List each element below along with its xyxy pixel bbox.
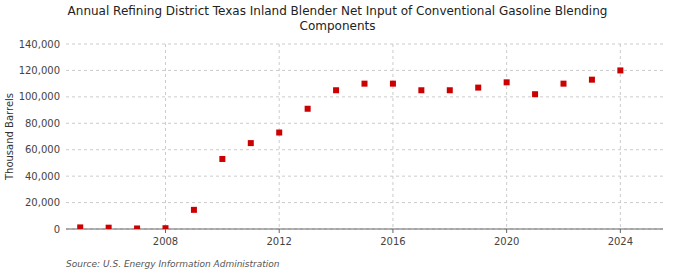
y-axis-label: Thousand Barrels	[4, 93, 15, 181]
y-tick-label: 60,000	[25, 144, 60, 155]
title: Annual Refining District Texas Inland Bl…	[68, 4, 608, 33]
x-tick-label: 2020	[494, 236, 519, 247]
title-line: Components	[300, 19, 376, 33]
x-tick	[506, 229, 507, 233]
y-grid-line	[66, 202, 663, 203]
y-tick-label: 140,000	[19, 39, 60, 50]
y-tick-label: 20,000	[25, 197, 60, 208]
y-tick-label: 120,000	[19, 65, 60, 76]
y-grid-line	[66, 176, 663, 177]
y-grid-line	[66, 96, 663, 97]
point	[418, 87, 424, 93]
point	[447, 87, 453, 93]
point	[589, 77, 595, 83]
y-grid-line	[66, 123, 663, 124]
y-tick-label: 80,000	[25, 118, 60, 129]
x-grid-line	[506, 44, 507, 229]
x-tick	[392, 229, 393, 233]
y-tick-label: 40,000	[25, 171, 60, 182]
x-tick	[620, 229, 621, 233]
point	[362, 81, 368, 87]
point	[475, 85, 481, 91]
x-grid-line	[165, 44, 166, 229]
point	[191, 207, 197, 213]
point	[219, 156, 225, 162]
point	[561, 81, 567, 87]
y-grid-line	[66, 149, 663, 150]
y-tick-label: 100,000	[19, 91, 60, 102]
point	[134, 225, 140, 229]
point	[390, 81, 396, 87]
x-tick-label: 2024	[608, 236, 633, 247]
source: Source: U.S. Energy Information Administ…	[66, 259, 280, 269]
x-tick-label: 2008	[153, 236, 178, 247]
title-line: Annual Refining District Texas Inland Bl…	[68, 4, 608, 18]
x-tick	[165, 229, 166, 233]
y-grid-line	[66, 44, 663, 45]
point	[163, 225, 169, 229]
point	[532, 91, 538, 97]
point	[77, 224, 83, 229]
points	[77, 67, 623, 229]
point	[617, 67, 623, 73]
point	[504, 79, 510, 85]
chart: Annual Refining District Texas Inland Bl…	[0, 0, 675, 275]
x-grid-line	[279, 44, 280, 229]
point	[248, 140, 254, 146]
y-tick-label: 0	[54, 224, 60, 235]
point	[106, 225, 112, 229]
point	[305, 106, 311, 112]
x-tick-label: 2016	[380, 236, 405, 247]
x-tick	[279, 229, 280, 233]
point	[333, 87, 339, 93]
x-tick-label: 2012	[266, 236, 291, 247]
point	[276, 130, 282, 136]
x-axis-line	[66, 229, 663, 230]
y-grid-line	[66, 70, 663, 71]
grid	[66, 44, 663, 229]
y-grid-line	[66, 229, 663, 230]
x-grid-line	[392, 44, 393, 229]
